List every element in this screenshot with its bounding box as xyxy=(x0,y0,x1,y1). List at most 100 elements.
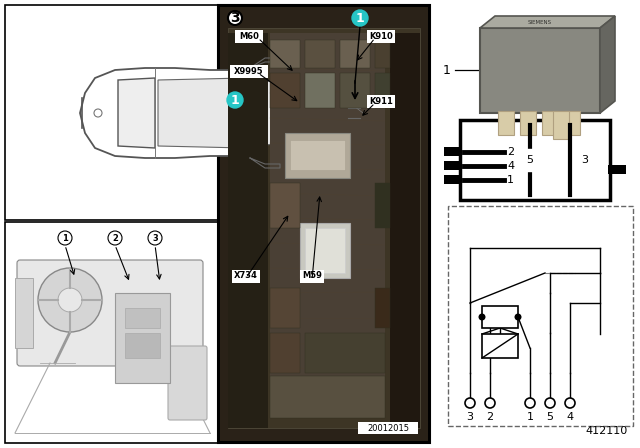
Text: 5: 5 xyxy=(547,412,554,422)
Text: 3: 3 xyxy=(230,11,240,25)
Text: 3: 3 xyxy=(152,233,158,242)
Bar xyxy=(375,73,390,108)
Bar xyxy=(358,422,418,434)
Circle shape xyxy=(479,314,486,320)
Text: 1: 1 xyxy=(527,412,534,422)
Circle shape xyxy=(515,314,522,320)
Bar xyxy=(125,308,160,328)
Text: 412110: 412110 xyxy=(586,426,628,436)
Polygon shape xyxy=(480,16,615,28)
Text: K910: K910 xyxy=(369,31,393,40)
FancyBboxPatch shape xyxy=(480,28,600,113)
Text: 3: 3 xyxy=(582,155,589,165)
Bar xyxy=(553,111,569,139)
Text: 4: 4 xyxy=(566,412,573,422)
Bar xyxy=(367,95,395,108)
Bar xyxy=(5,5,429,220)
Ellipse shape xyxy=(45,309,95,327)
Bar xyxy=(228,33,268,428)
Text: 3: 3 xyxy=(467,412,474,422)
Circle shape xyxy=(545,398,555,408)
Text: 2: 2 xyxy=(112,233,118,242)
Circle shape xyxy=(525,398,535,408)
Bar xyxy=(270,73,300,108)
Circle shape xyxy=(108,231,122,245)
Circle shape xyxy=(38,268,102,332)
Bar xyxy=(564,111,580,135)
Bar xyxy=(367,30,395,43)
Bar xyxy=(340,40,370,68)
Bar xyxy=(444,147,462,156)
Bar xyxy=(300,270,324,283)
Bar xyxy=(218,5,430,443)
Text: 20012015: 20012015 xyxy=(367,423,409,432)
Bar xyxy=(270,333,300,373)
Text: X734: X734 xyxy=(234,271,258,280)
Bar xyxy=(444,161,462,170)
Bar xyxy=(270,183,300,228)
Circle shape xyxy=(58,231,72,245)
Bar xyxy=(230,65,268,78)
Polygon shape xyxy=(158,78,290,148)
Text: 5: 5 xyxy=(527,155,534,165)
Bar xyxy=(305,228,345,273)
Bar xyxy=(220,7,428,441)
Bar xyxy=(498,111,514,135)
Bar xyxy=(444,175,462,184)
PathPatch shape xyxy=(80,68,352,158)
Text: 1: 1 xyxy=(443,64,451,77)
Text: 2: 2 xyxy=(507,147,514,157)
Bar xyxy=(270,376,385,418)
Bar xyxy=(482,306,518,328)
Bar xyxy=(520,111,536,135)
Bar xyxy=(305,73,335,108)
Text: 1: 1 xyxy=(507,175,514,185)
Text: SIEMENS: SIEMENS xyxy=(528,20,552,25)
Circle shape xyxy=(465,398,475,408)
Circle shape xyxy=(228,11,242,25)
Bar xyxy=(115,293,170,383)
FancyBboxPatch shape xyxy=(17,260,203,366)
Polygon shape xyxy=(118,78,155,148)
Circle shape xyxy=(148,231,162,245)
Text: X9995: X9995 xyxy=(234,66,264,76)
Text: M59: M59 xyxy=(302,271,322,280)
Bar xyxy=(285,133,350,178)
FancyBboxPatch shape xyxy=(168,346,207,420)
Bar xyxy=(235,30,263,43)
Bar xyxy=(290,140,345,170)
Text: 1: 1 xyxy=(230,94,239,107)
Bar xyxy=(375,288,390,328)
Bar xyxy=(542,111,558,135)
Bar xyxy=(270,288,300,328)
Bar xyxy=(232,270,260,283)
Polygon shape xyxy=(290,86,340,140)
Text: 1: 1 xyxy=(62,233,68,242)
Bar xyxy=(300,223,350,278)
Bar xyxy=(305,40,335,68)
Bar xyxy=(375,40,390,68)
Polygon shape xyxy=(600,16,615,113)
Circle shape xyxy=(352,10,368,26)
Bar xyxy=(15,278,33,348)
Bar xyxy=(340,73,370,108)
Bar xyxy=(482,334,518,358)
Circle shape xyxy=(485,398,495,408)
Bar xyxy=(228,28,420,428)
Bar xyxy=(125,333,160,358)
Circle shape xyxy=(58,288,82,312)
Bar xyxy=(305,333,385,373)
Bar xyxy=(448,206,633,426)
Bar xyxy=(5,222,218,443)
Text: 4: 4 xyxy=(507,161,514,171)
Circle shape xyxy=(565,398,575,408)
Text: M60: M60 xyxy=(239,31,259,40)
Bar xyxy=(460,120,610,200)
Bar xyxy=(270,40,300,68)
Circle shape xyxy=(227,92,243,108)
Bar xyxy=(375,183,390,228)
Text: K911: K911 xyxy=(369,96,393,105)
Circle shape xyxy=(94,109,102,117)
Text: 1: 1 xyxy=(356,12,364,25)
Text: 2: 2 xyxy=(486,412,493,422)
